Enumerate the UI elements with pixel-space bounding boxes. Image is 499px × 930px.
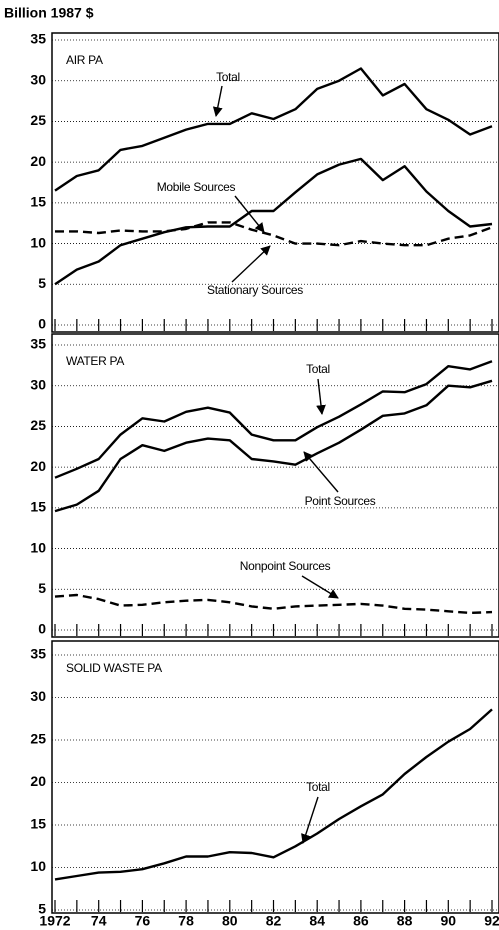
line-series — [54, 360, 493, 479]
series-label: Mobile Sources — [157, 180, 236, 194]
y-tick-label: 25 — [30, 417, 46, 433]
panel-title: AIR PA — [66, 53, 103, 67]
annotation-arrow — [301, 796, 319, 844]
annotation-arrow — [231, 245, 271, 283]
x-tick-label: 92 — [484, 913, 499, 929]
series-label: Total — [306, 362, 330, 376]
line-series — [55, 221, 493, 247]
y-tick-label: 20 — [30, 458, 46, 474]
series-label: Nonpoint Sources — [240, 559, 331, 573]
panel-frame — [51, 333, 499, 638]
line-series — [54, 67, 493, 192]
line-series — [54, 708, 493, 881]
x-tick-label: 90 — [441, 913, 457, 929]
annotation-arrow — [301, 575, 339, 599]
x-tick-label: 86 — [353, 913, 369, 929]
x-tick-label: 82 — [266, 913, 282, 929]
annotation-arrow — [303, 451, 339, 493]
series-label: Total — [216, 70, 240, 84]
panel-title: SOLID WASTE PA — [66, 661, 162, 675]
x-tick-label: 1972 — [39, 913, 70, 929]
panel-title: WATER PA — [66, 354, 124, 368]
series-label: Point Sources — [305, 494, 376, 508]
y-tick-label: 25 — [30, 112, 46, 128]
x-tick-label: 80 — [222, 913, 238, 929]
x-tick-label: 76 — [135, 913, 151, 929]
y-tick-label: 5 — [38, 275, 46, 291]
y-tick-label: 15 — [30, 194, 46, 210]
y-tick-label: 10 — [30, 858, 46, 874]
y-axis-label: Billion 1987 $ — [4, 5, 94, 21]
panel-frame — [51, 32, 499, 333]
y-tick-label: 35 — [30, 646, 46, 662]
x-tick-label: 78 — [178, 913, 194, 929]
y-tick-label: 30 — [30, 688, 46, 704]
y-tick-label: 10 — [30, 234, 46, 250]
line-series — [54, 593, 493, 615]
x-tick-label: 88 — [397, 913, 413, 929]
y-tick-label: 0 — [38, 621, 46, 637]
y-tick-label: 35 — [30, 31, 46, 47]
y-tick-label: 30 — [30, 376, 46, 392]
y-tick-label: 15 — [30, 816, 46, 832]
y-tick-label: 30 — [30, 71, 46, 87]
series-label: Total — [306, 780, 330, 794]
y-tick-label: 0 — [38, 316, 46, 332]
annotation-arrow — [234, 195, 265, 233]
y-tick-label: 35 — [30, 336, 46, 352]
panel-frame — [51, 640, 499, 914]
y-tick-label: 20 — [30, 773, 46, 789]
y-tick-label: 10 — [30, 539, 46, 555]
annotation-arrow — [316, 378, 326, 415]
series-label: Stationary Sources — [207, 283, 303, 297]
x-tick-label: 84 — [309, 913, 325, 929]
y-tick-label: 25 — [30, 731, 46, 747]
y-tick-label: 5 — [38, 580, 46, 596]
line-series — [54, 379, 493, 513]
y-tick-label: 5 — [38, 901, 46, 917]
y-tick-label: 20 — [30, 153, 46, 169]
x-tick-label: 74 — [91, 913, 107, 929]
y-tick-label: 15 — [30, 499, 46, 515]
annotation-arrow — [212, 85, 223, 117]
line-series — [54, 157, 493, 286]
